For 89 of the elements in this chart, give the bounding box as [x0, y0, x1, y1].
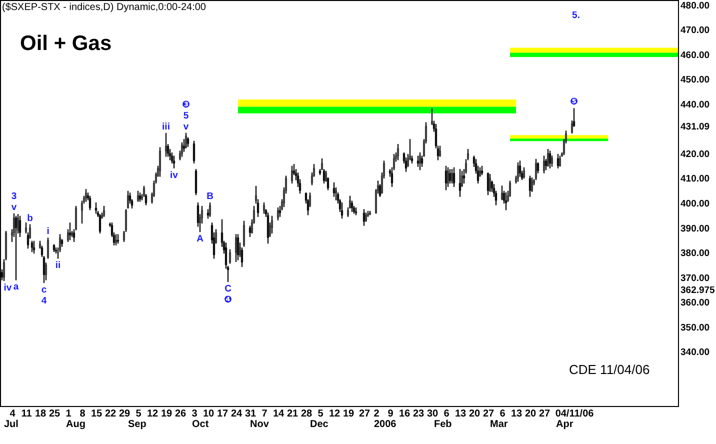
annotation: i	[46, 226, 50, 238]
annotation: B	[206, 191, 214, 202]
annotation: 5	[183, 110, 190, 122]
x-tick-label: 6	[500, 408, 506, 420]
y-tick-label: 480.00	[680, 0, 710, 12]
x-tick-label: 30	[426, 408, 438, 420]
x-tick-label: 18	[34, 408, 46, 420]
text: Feb	[434, 419, 452, 430]
annotation: a	[13, 282, 20, 293]
x-tick-label: 31	[244, 408, 256, 420]
x-tick-label: 12	[146, 408, 158, 420]
text: Oct	[192, 419, 210, 430]
x-tick-label: 8	[80, 408, 86, 420]
x-tick-label: 23	[412, 408, 424, 420]
y-tick-label: 390.00	[680, 223, 710, 234]
y-tick-label: 440.00	[680, 99, 710, 110]
x-tick-label: 21	[286, 408, 298, 420]
x-tick-label: 13	[454, 408, 466, 420]
x-tick-label: 25	[48, 408, 60, 420]
x-tick-label: 2	[374, 408, 380, 420]
annotation: A	[196, 233, 204, 244]
x-tick-label: 29	[118, 408, 130, 420]
annotation: iii	[162, 121, 170, 132]
y-tick-label: 460.00	[680, 50, 710, 61]
x-tick-label: 9	[388, 408, 394, 420]
x-tick-label: 27	[358, 408, 370, 420]
text: Aug	[66, 419, 86, 430]
x-tick-label: 15	[90, 408, 102, 420]
x-tick-label: 11	[21, 408, 32, 420]
x-tick-label: 6	[444, 408, 450, 420]
chart-subtitle: ($SXEP-STX - indices,D) Dynamic,0:00-24:00	[2, 2, 206, 13]
x-tick-label: 12	[328, 408, 340, 420]
y-tick-label: 350.00	[680, 322, 710, 334]
x-tick-label: 4	[10, 408, 16, 420]
annotation: ❸	[182, 99, 190, 110]
annotation: v	[183, 121, 190, 132]
y-tick-label: 431.09	[680, 122, 710, 133]
y-tick-label: 370.00	[680, 272, 710, 284]
text: Oil + Gas	[20, 32, 112, 55]
x-tick-label: 3	[192, 408, 198, 420]
x-tick-label: 10	[202, 408, 214, 420]
x-tick-label: 5	[136, 408, 142, 420]
annotation: 5.	[572, 10, 580, 21]
x-tick-label: 14	[272, 408, 284, 420]
annotation: ❺	[570, 96, 578, 108]
y-tick-label: 450.00	[680, 74, 710, 86]
text: 2006	[374, 419, 397, 430]
annotation: 3	[11, 190, 17, 202]
x-tick-label: 04/11/06	[555, 408, 594, 420]
annotation: iv	[170, 170, 179, 181]
x-tick-label: 20	[468, 408, 480, 420]
x-tick-label: 26	[174, 408, 186, 420]
x-tick-label: 5	[318, 408, 324, 420]
text: Dec	[310, 419, 329, 430]
annotation: iv	[4, 282, 12, 294]
text: Jul	[4, 419, 19, 430]
y-tick-label: 360.00	[680, 298, 710, 309]
x-tick-label: 27	[482, 408, 494, 420]
y-tick-label: 380.00	[680, 248, 710, 260]
text: Apr	[556, 419, 574, 430]
text: Mar	[490, 419, 508, 430]
y-tick-label: 470.00	[680, 25, 710, 36]
annotation: v	[11, 202, 18, 213]
y-tick-label: 340.00	[680, 347, 710, 358]
annotation: CDE 11/04/06	[569, 362, 650, 377]
annotation: c	[41, 284, 47, 296]
y-tick-label: 362.975	[680, 285, 716, 296]
x-tick-label: 24	[230, 408, 242, 420]
y-tick-label: 410.00	[680, 174, 710, 185]
annotation: C	[224, 283, 232, 294]
x-tick-label: 1	[66, 408, 72, 420]
annotation: ❹	[224, 294, 232, 306]
x-tick-label: 28	[300, 408, 312, 420]
text: Sep	[128, 419, 146, 430]
annotation: b	[27, 212, 34, 224]
x-tick-label: 7	[262, 408, 268, 420]
x-tick-label: 22	[104, 408, 116, 420]
text: Nov	[250, 419, 270, 430]
x-tick-label: 19	[342, 408, 354, 420]
y-tick-label: 420.00	[680, 148, 710, 160]
annotation: 4	[41, 295, 48, 306]
x-tick-label: 19	[160, 408, 172, 420]
x-tick-label: 20	[524, 408, 536, 420]
x-tick-label: 27	[538, 408, 550, 420]
x-tick-label: 17	[216, 408, 228, 420]
x-tick-label: 13	[510, 408, 522, 420]
x-tick-label: 16	[398, 408, 410, 420]
y-tick-label: 400.00	[680, 198, 710, 210]
annotation: ii	[55, 260, 61, 272]
